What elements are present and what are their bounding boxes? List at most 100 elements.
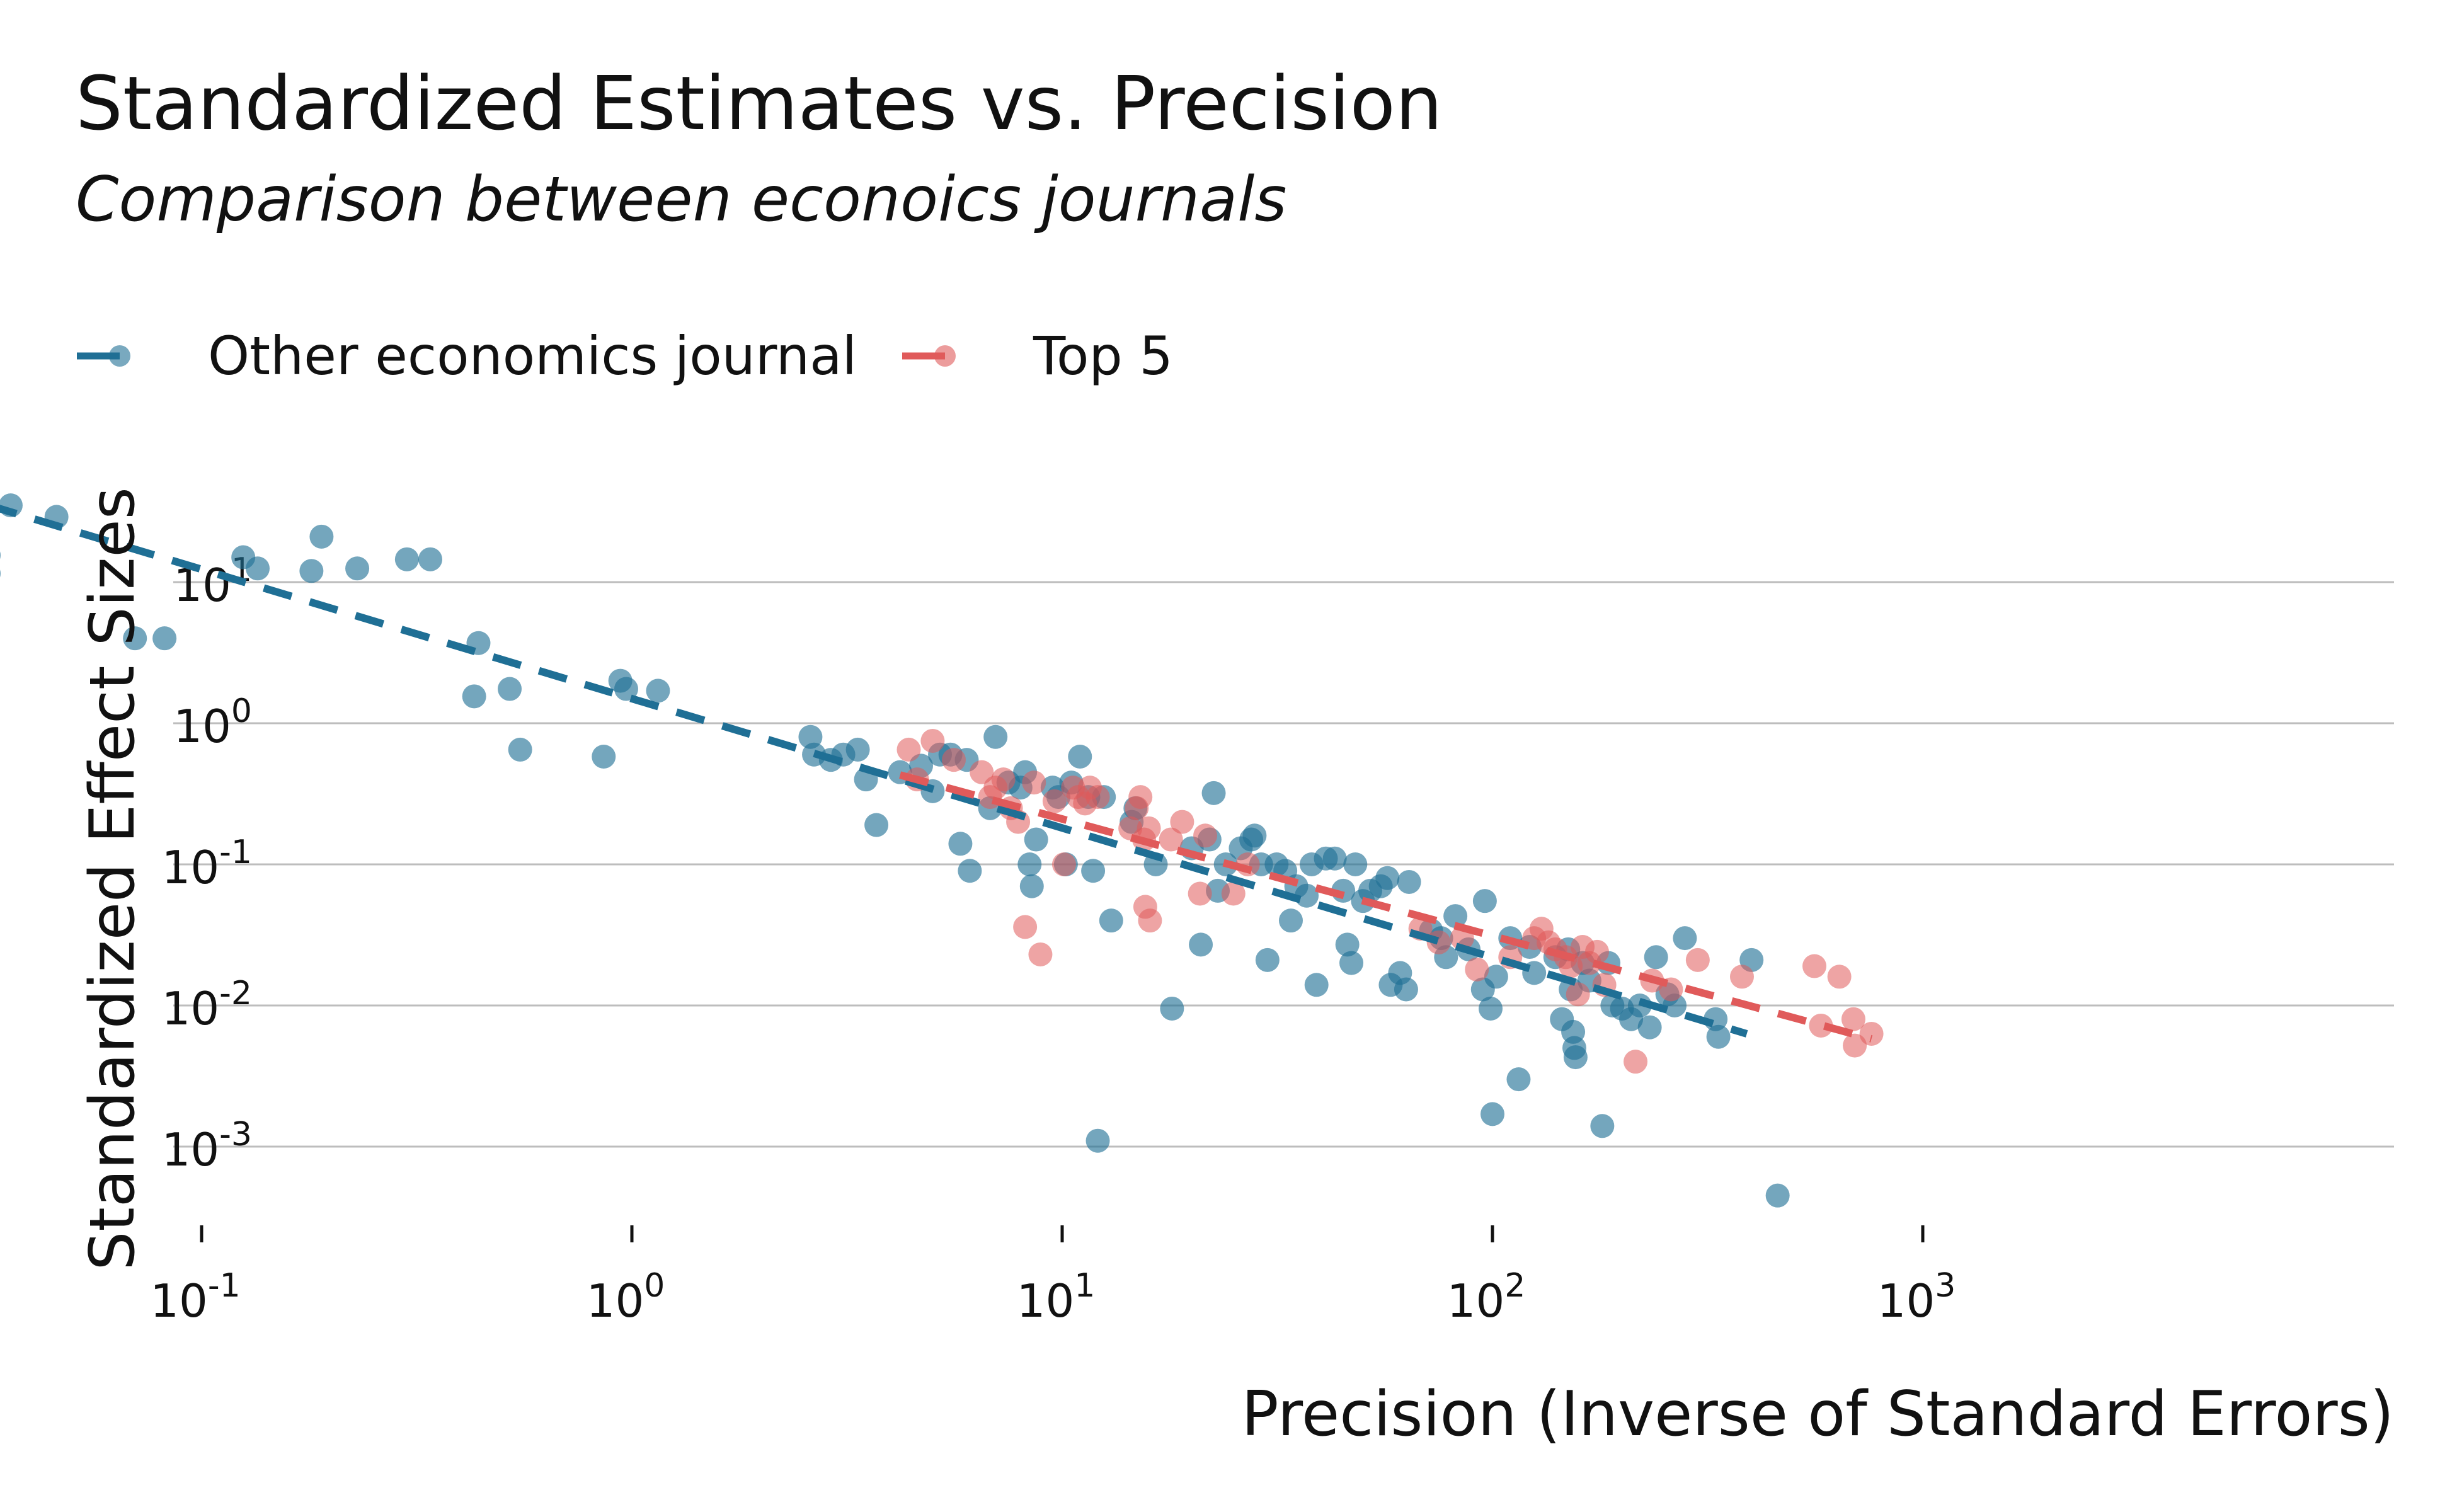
data-point-other	[646, 679, 670, 703]
legend-item-other: Other economics journal	[76, 325, 857, 387]
data-point-top5	[1138, 908, 1162, 933]
x-tick-label: 101	[1017, 1267, 1096, 1327]
data-point-other	[1339, 951, 1364, 975]
data-point-other	[1484, 965, 1508, 989]
data-point-top5	[1843, 1033, 1867, 1058]
data-point-top5	[1841, 1007, 1865, 1031]
data-point-top5	[942, 748, 966, 772]
legend-label-top5: Top 5	[1033, 325, 1173, 387]
x-tick-label: 103	[1877, 1267, 1956, 1327]
y-axis-label: Standardized Effect Sizes	[77, 487, 149, 1271]
data-point-other	[1068, 744, 1092, 769]
data-point-top5	[1051, 852, 1076, 876]
data-point-top5	[1022, 770, 1046, 795]
legend-key-top5	[902, 345, 956, 367]
data-point-other	[394, 547, 419, 571]
data-point-top5	[1729, 965, 1754, 989]
x-tick-label: 102	[1447, 1267, 1526, 1327]
data-point-other	[1322, 846, 1347, 871]
data-point-other	[1335, 932, 1360, 957]
data-point-other	[1024, 827, 1048, 852]
data-point-other	[1085, 1128, 1110, 1153]
data-point-other	[1563, 1045, 1588, 1070]
data-point-other	[1480, 1102, 1504, 1126]
data-point-other	[1397, 869, 1421, 894]
data-point-other	[462, 684, 486, 709]
data-point-other	[1099, 908, 1123, 933]
data-point-other	[152, 626, 177, 651]
data-point-other	[1765, 1183, 1790, 1208]
x-axis-label: Precision (Inverse of Standard Errors)	[1241, 1378, 2394, 1450]
data-point-other	[1479, 996, 1503, 1021]
data-point-other	[1637, 1015, 1662, 1040]
x-tick-label: 10-1	[150, 1267, 240, 1327]
data-point-top5	[920, 728, 945, 753]
data-point-top5	[1802, 954, 1827, 978]
data-point-other	[1394, 977, 1418, 1002]
data-point-other	[1081, 859, 1106, 883]
y-tick-label: 10-3	[162, 1116, 252, 1176]
data-point-other	[0, 551, 1, 559]
data-point-other	[418, 547, 443, 571]
data-point-other	[1279, 908, 1303, 933]
y-tick-label: 10-1	[162, 833, 252, 894]
data-point-top5	[1042, 789, 1067, 813]
data-point-top5	[1128, 785, 1153, 810]
data-point-top5	[1685, 948, 1710, 972]
data-point-other	[309, 524, 334, 549]
data-point-other	[1017, 852, 1042, 876]
data-point-other	[1189, 932, 1213, 957]
legend-label-other: Other economics journal	[208, 325, 857, 387]
data-point-other	[983, 724, 1008, 749]
data-point-other	[1375, 866, 1400, 890]
data-point-other	[1255, 948, 1280, 972]
y-tick-label: 100	[173, 692, 252, 753]
y-tick-label: 10-2	[162, 975, 252, 1035]
data-point-other	[246, 556, 270, 581]
chart-subtitle: Comparison between econoics journals	[76, 164, 1287, 236]
data-point-top5	[1559, 954, 1583, 978]
data-point-other	[345, 556, 370, 581]
data-point-other	[1295, 883, 1319, 908]
data-point-other	[1304, 973, 1329, 997]
data-point-top5	[896, 737, 921, 762]
data-point-top5	[1465, 957, 1489, 982]
data-points	[0, 493, 1884, 1208]
data-point-other	[845, 737, 870, 762]
legend-item-top5: Top 5	[901, 325, 1173, 387]
grid-lines	[173, 581, 2394, 1148]
data-point-other	[0, 570, 1, 578]
data-point-top5	[1159, 827, 1183, 852]
data-point-other	[948, 832, 973, 856]
data-point-top5	[1221, 881, 1246, 906]
data-point-other	[1343, 852, 1368, 876]
data-point-other	[299, 559, 324, 583]
data-point-other	[1201, 781, 1226, 805]
data-point-top5	[991, 767, 1016, 792]
data-point-top5	[970, 760, 994, 784]
data-point-other	[1472, 889, 1497, 914]
data-point-top5	[1566, 982, 1590, 1007]
data-point-top5	[1188, 881, 1212, 906]
data-point-other	[958, 859, 982, 883]
data-point-other	[592, 744, 616, 769]
data-point-other	[1506, 1067, 1531, 1092]
fit-line-top5	[899, 771, 1873, 1043]
fit-lines	[0, 505, 1873, 1043]
data-point-top5	[1584, 939, 1609, 964]
data-point-other	[1590, 1114, 1615, 1138]
data-point-other	[508, 737, 532, 762]
data-point-top5	[1859, 1021, 1884, 1046]
data-point-top5	[1827, 965, 1852, 989]
data-point-top5	[1170, 810, 1194, 834]
data-point-other	[1443, 904, 1468, 929]
data-point-top5	[1624, 1050, 1648, 1074]
data-point-other	[1644, 945, 1668, 970]
data-point-top5	[1193, 823, 1218, 848]
data-point-other	[1242, 823, 1267, 848]
data-point-other	[864, 813, 889, 837]
x-tick-label: 100	[587, 1267, 665, 1327]
data-point-top5	[1085, 785, 1110, 810]
